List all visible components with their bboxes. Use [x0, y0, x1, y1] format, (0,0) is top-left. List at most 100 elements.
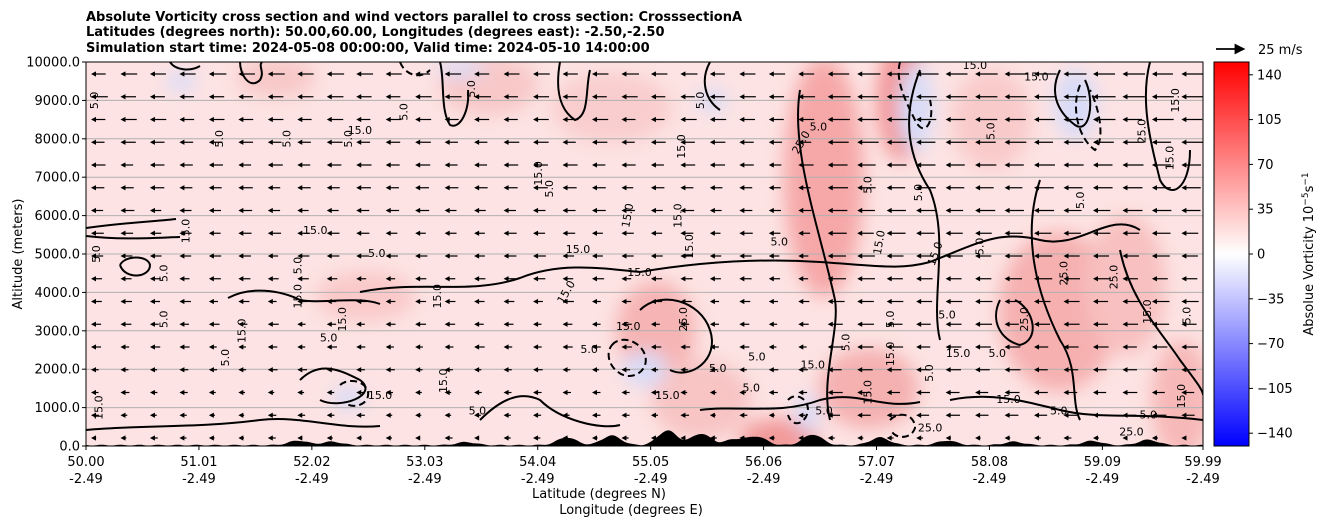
wind-vector-arrow [1181, 367, 1197, 373]
wind-vector-arrow [621, 344, 632, 350]
y-tick-label: 9000.0 [35, 94, 81, 109]
vorticity-patch-positive [551, 73, 672, 144]
wind-vector-arrow [179, 116, 195, 123]
wind-vector-arrow [1063, 230, 1081, 236]
wind-vector-arrow [297, 230, 311, 236]
wind-vector-arrow [149, 321, 159, 327]
contour-label: 5.0 [839, 334, 852, 352]
wind-vector-arrow [768, 389, 778, 396]
wind-vector-arrow [474, 344, 485, 350]
wind-vector-arrow [857, 94, 879, 100]
wind-vector-arrow [621, 412, 630, 418]
wind-vector-arrow [120, 253, 133, 259]
wind-vector-arrow [503, 276, 516, 282]
wind-vector-arrow [149, 162, 165, 168]
contour-label: 5.0 [291, 257, 304, 275]
wind-vector-arrow [238, 344, 246, 350]
wind-vector-arrow [503, 435, 511, 441]
contour-line-positive [86, 218, 177, 229]
wind-vector-arrow [533, 412, 542, 418]
wind-vector-arrow [650, 253, 663, 259]
wind-vector-arrow [1004, 321, 1019, 327]
contour-label: 5.0 [862, 176, 875, 194]
wind-vector-arrow [739, 71, 756, 77]
contour-line-positive [703, 62, 721, 111]
contour-line-positive [797, 89, 837, 421]
wind-vector-arrow [267, 412, 277, 418]
wind-vector-arrow [562, 253, 575, 259]
wind-vector-arrow [415, 321, 427, 327]
wind-vector-arrow [1063, 435, 1072, 441]
x-tick-label-lon: -2.49 [521, 472, 555, 487]
wind-vector-arrow [474, 139, 488, 145]
contour-label: 15.0 [616, 320, 641, 333]
wind-vector-arrow [680, 185, 694, 191]
x-tick-label-lat: 50.00 [67, 455, 104, 470]
wind-vector-arrow [1122, 412, 1137, 418]
wind-vector-arrow [1004, 162, 1024, 168]
wind-vector-arrow [444, 207, 457, 214]
wind-vector-arrow [975, 71, 998, 77]
wind-vector-arrow [945, 162, 965, 168]
wind-vector-arrow [886, 389, 901, 396]
wind-vector-arrow [208, 116, 225, 123]
contour-label: 15.0 [619, 202, 636, 228]
wind-vector-arrow [326, 298, 337, 305]
contour-label: 5.0 [1180, 307, 1193, 325]
wind-vector-arrow [709, 276, 721, 282]
wind-vector-arrow [297, 435, 303, 441]
wind-vector-arrow [238, 298, 250, 305]
contour-line-negative [897, 62, 933, 130]
wind-vector-arrow [739, 389, 746, 396]
wind-vector-arrow [1004, 207, 1024, 214]
wind-vector-arrow [326, 162, 342, 168]
wind-vector-arrow [621, 139, 635, 145]
wind-vector-arrow [709, 71, 725, 77]
wind-vector-arrow [709, 389, 717, 396]
contour-label: 5.0 [1050, 404, 1068, 417]
wind-vector-arrow [916, 389, 930, 396]
wind-vector-arrow [179, 389, 188, 396]
x-tick-label-lon: -2.49 [408, 472, 442, 487]
wind-vector-arrow [945, 412, 961, 418]
wind-vector-arrow [945, 321, 962, 327]
wind-vector-arrow [650, 389, 660, 396]
wind-vector-arrow [680, 367, 688, 373]
contour-line-negative [399, 62, 431, 77]
wind-vector-arrow [149, 116, 167, 123]
colorbar-ticks: 140 105 70 35 0 −35 −70 −105 −140 [1249, 68, 1293, 442]
contour-label: 15.0 [180, 219, 193, 244]
wind-vector-arrow [267, 435, 276, 441]
wind-vector-arrow [1063, 367, 1079, 373]
x-axis-label-line-1: Latitude (degrees N) [532, 487, 666, 502]
wind-vector-arrow [179, 321, 189, 327]
x-tick-label-lat: 57.07 [858, 455, 895, 470]
wind-vector-arrow [1063, 139, 1084, 145]
wind-vector-arrow [1034, 389, 1048, 396]
wind-vector-arrow [975, 185, 994, 191]
wind-vector-arrow [591, 298, 601, 305]
wind-vector-arrow [474, 389, 482, 396]
wind-vector-arrow [1063, 298, 1080, 305]
wind-vector-arrow [1063, 94, 1087, 100]
contour-line-negative [1075, 84, 1102, 152]
wind-vector-arrow [562, 298, 574, 305]
wind-vector-arrow [857, 71, 881, 77]
x-tick-label-lon: -2.49 [182, 472, 216, 487]
wind-vector-arrow [1181, 230, 1199, 236]
wind-vector-arrow [356, 139, 371, 145]
contour-line-positive [86, 235, 181, 240]
wind-vector-arrow [415, 389, 422, 396]
wind-vector-arrow [650, 367, 659, 373]
wind-vector-arrow [562, 412, 570, 418]
wind-vector-arrow [385, 253, 398, 259]
wind-vector-arrow [709, 139, 726, 145]
wind-vector-arrow [680, 321, 690, 327]
wind-vector-arrow [179, 162, 193, 168]
wind-vector-arrow [739, 344, 750, 350]
wind-vector-arrow [1092, 162, 1113, 168]
wind-vector-arrow [591, 435, 598, 441]
wind-vector-arrow [916, 207, 936, 214]
wind-vector-arrow [591, 389, 601, 396]
wind-vector-arrow [356, 367, 365, 373]
